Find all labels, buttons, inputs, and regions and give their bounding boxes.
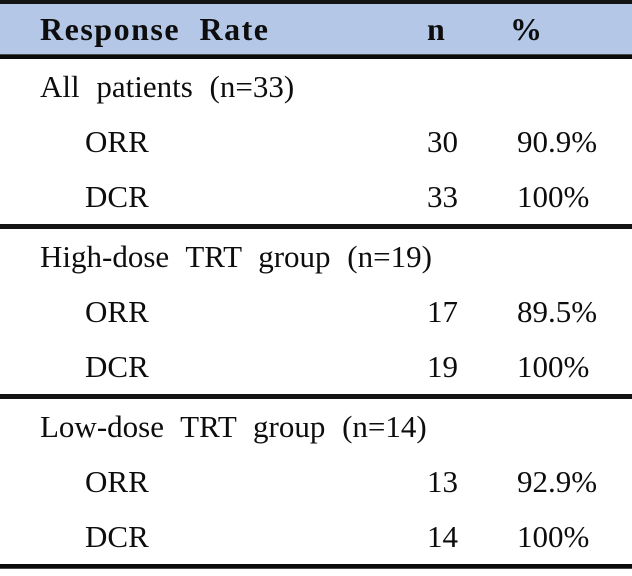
- column-header-percent: %: [510, 10, 542, 47]
- row-pct-value: 100%: [517, 518, 590, 554]
- row-label: DCR: [85, 178, 149, 214]
- row-n-value: 17: [427, 293, 458, 329]
- section-divider: [0, 394, 632, 399]
- section-title: High-dose TRT group (n=19): [40, 238, 432, 274]
- row-pct-value: 89.5%: [517, 293, 598, 329]
- table-row: ORR 30 90.9%: [0, 114, 632, 169]
- table-row: DCR 14 100%: [0, 509, 632, 564]
- row-label: ORR: [85, 293, 149, 329]
- table-row: ORR 13 92.9%: [0, 454, 632, 509]
- row-label: ORR: [85, 463, 149, 499]
- section-low-dose: Low-dose TRT group (n=14) ORR 13 92.9% D…: [0, 399, 632, 564]
- row-pct-value: 100%: [517, 178, 590, 214]
- row-n-value: 14: [427, 518, 458, 554]
- table-header-row: Response Rate n %: [0, 4, 632, 54]
- section-title-row: High-dose TRT group (n=19): [0, 229, 632, 284]
- row-n-value: 30: [427, 123, 458, 159]
- row-pct-value: 92.9%: [517, 463, 598, 499]
- table-bottom-border: [0, 564, 632, 569]
- section-divider: [0, 224, 632, 229]
- column-header-response-rate: Response Rate: [40, 10, 270, 47]
- column-header-n: n: [427, 10, 445, 47]
- row-n-value: 13: [427, 463, 458, 499]
- table-row: DCR 33 100%: [0, 169, 632, 224]
- row-n-value: 19: [427, 348, 458, 384]
- header-divider: [0, 54, 632, 59]
- row-pct-value: 90.9%: [517, 123, 598, 159]
- row-pct-value: 100%: [517, 348, 590, 384]
- table-row: DCR 19 100%: [0, 339, 632, 394]
- section-title-row: All patients (n=33): [0, 59, 632, 114]
- row-label: DCR: [85, 518, 149, 554]
- section-title: All patients (n=33): [40, 68, 295, 104]
- table-top-border: [0, 0, 632, 4]
- section-title-row: Low-dose TRT group (n=14): [0, 399, 632, 454]
- section-all-patients: All patients (n=33) ORR 30 90.9% DCR 33 …: [0, 59, 632, 224]
- row-label: ORR: [85, 123, 149, 159]
- section-title: Low-dose TRT group (n=14): [40, 408, 427, 444]
- section-high-dose: High-dose TRT group (n=19) ORR 17 89.5% …: [0, 229, 632, 394]
- row-n-value: 33: [427, 178, 458, 214]
- row-label: DCR: [85, 348, 149, 384]
- table-row: ORR 17 89.5%: [0, 284, 632, 339]
